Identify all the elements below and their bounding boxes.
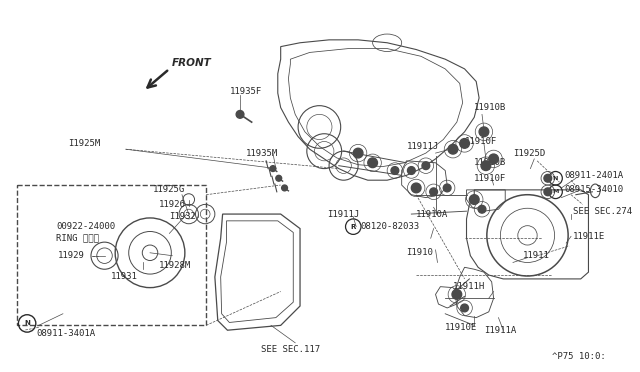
Circle shape	[461, 304, 468, 312]
Text: I1911A: I1911A	[484, 326, 516, 335]
Circle shape	[544, 188, 552, 196]
Circle shape	[429, 188, 438, 196]
Text: 08911-3401A: 08911-3401A	[36, 328, 96, 338]
Text: 11910B: 11910B	[474, 158, 506, 167]
Text: 11910F: 11910F	[474, 174, 506, 183]
Text: 11910B: 11910B	[474, 103, 506, 112]
Circle shape	[448, 144, 458, 154]
Text: FRONT: FRONT	[172, 58, 212, 68]
Text: 11911H: 11911H	[453, 282, 485, 291]
Text: 11911E: 11911E	[573, 232, 605, 241]
Text: 11911: 11911	[523, 251, 550, 260]
Text: ^P75 10:0:: ^P75 10:0:	[552, 352, 605, 361]
Text: 11910E: 11910E	[445, 323, 477, 332]
Text: 08120-82033: 08120-82033	[360, 222, 419, 231]
Circle shape	[479, 127, 489, 137]
Text: I1925D: I1925D	[513, 148, 545, 158]
Circle shape	[353, 148, 363, 158]
Circle shape	[489, 154, 499, 164]
Circle shape	[408, 167, 415, 174]
Text: 08915-34010: 08915-34010	[564, 185, 623, 195]
Text: SEE SEC.274: SEE SEC.274	[573, 207, 632, 216]
Circle shape	[236, 110, 244, 118]
Text: 11911J: 11911J	[406, 142, 439, 151]
Text: 00922-24000: 00922-24000	[56, 222, 115, 231]
Circle shape	[478, 205, 486, 213]
Circle shape	[544, 174, 552, 182]
Circle shape	[368, 158, 378, 168]
Text: 08911-2401A: 08911-2401A	[564, 171, 623, 180]
Text: 11929: 11929	[58, 251, 85, 260]
Text: I1932: I1932	[170, 212, 196, 221]
Text: 11928M: 11928M	[159, 261, 191, 270]
Circle shape	[469, 195, 479, 204]
Text: 11935F: 11935F	[230, 87, 262, 96]
Text: I1910: I1910	[406, 248, 433, 257]
Text: M: M	[552, 189, 559, 194]
Circle shape	[460, 139, 469, 148]
Circle shape	[481, 161, 491, 170]
Text: 11935M: 11935M	[246, 148, 278, 158]
Circle shape	[412, 183, 421, 193]
Circle shape	[282, 185, 287, 191]
Text: N: N	[553, 176, 558, 181]
Text: R: R	[351, 224, 356, 230]
Text: N: N	[24, 320, 30, 327]
Text: SEE SEC.117: SEE SEC.117	[261, 345, 321, 354]
Circle shape	[276, 175, 282, 181]
Text: 11925G: 11925G	[153, 185, 185, 195]
Bar	[17, 185, 206, 326]
Text: 11910F: 11910F	[465, 137, 497, 146]
Text: I1911J: I1911J	[327, 209, 360, 219]
Circle shape	[270, 166, 276, 171]
Text: I1925M: I1925M	[68, 139, 100, 148]
Circle shape	[422, 162, 429, 170]
Text: 11910A: 11910A	[416, 209, 449, 219]
Circle shape	[444, 184, 451, 192]
Circle shape	[452, 289, 461, 299]
Text: 11926: 11926	[159, 200, 186, 209]
Text: RING リング: RING リング	[56, 234, 99, 243]
Circle shape	[391, 167, 399, 174]
Text: 11931: 11931	[111, 272, 138, 282]
